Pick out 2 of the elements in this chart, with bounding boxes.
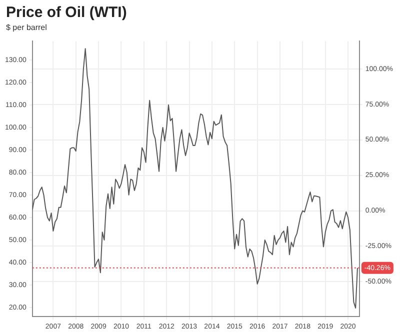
chart-title: Price of Oil (WTI) [6, 4, 127, 21]
chart-subtitle: $ per barrel [6, 23, 47, 32]
